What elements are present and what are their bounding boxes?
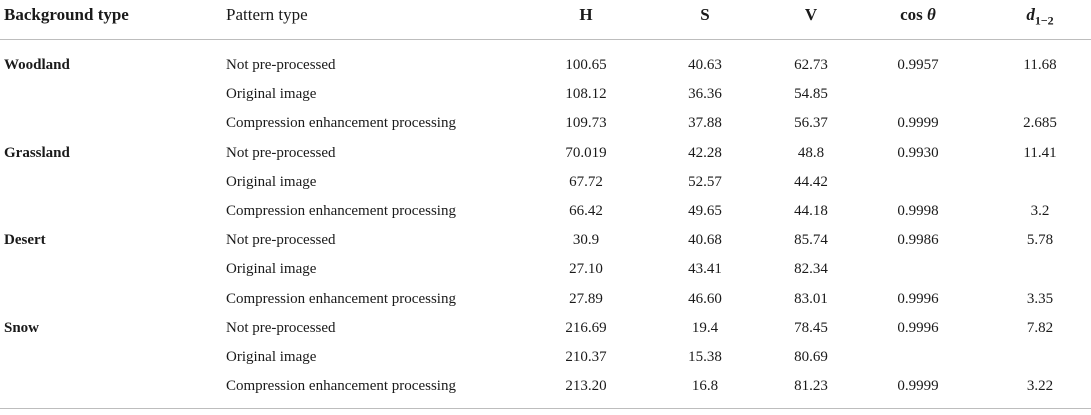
h-value-cell: 27.89 [569,291,603,307]
distance-cell: 3.35 [1026,291,1054,307]
header-h: H [579,5,593,24]
pattern-type-cell: Not pre-processed [226,320,336,336]
header-background-type: Background type [4,5,129,24]
background-type-cell: Desert [4,232,46,248]
header-cos-word: cos [900,5,923,24]
pattern-type-cell: Original image [226,261,317,277]
distance-cell: 5.78 [1026,232,1054,248]
s-value-cell: 36.36 [688,86,722,102]
distance-cell: 11.41 [1023,145,1057,161]
s-value-cell: 46.60 [688,291,722,307]
cos-theta-cell: 0.9998 [897,203,939,219]
cos-theta-cell: 0.9930 [897,145,939,161]
v-value-cell: 85.74 [794,232,828,248]
background-type-cell: Woodland [4,57,70,73]
h-value-cell: 30.9 [572,232,600,248]
pattern-type-cell: Original image [226,349,317,365]
h-value-cell: 216.69 [565,320,607,336]
h-value-cell: 66.42 [569,203,603,219]
pattern-type-cell: Not pre-processed [226,57,336,73]
background-type-cell: Grassland [4,145,70,161]
s-value-cell: 49.65 [688,203,722,219]
v-value-cell: 81.23 [794,378,828,394]
h-value-cell: 210.37 [565,349,607,365]
s-value-cell: 37.88 [688,115,722,131]
h-value-cell: 27.10 [569,261,603,277]
v-value-cell: 44.42 [794,174,828,190]
cos-theta-cell: 0.9996 [897,291,939,307]
pattern-type-cell: Compression enhancement processing [226,378,456,394]
table-bottom-rule [0,408,1091,409]
header-d-subscript: 1−2 [1034,13,1054,28]
h-value-cell: 100.65 [565,57,607,73]
pattern-type-cell: Original image [226,86,317,102]
header-d-symbol: d [1026,5,1035,24]
distance-cell: 7.82 [1026,320,1054,336]
cos-theta-cell: 0.9999 [897,378,939,394]
header-v: V [804,5,818,24]
v-value-cell: 44.18 [794,203,828,219]
h-value-cell: 70.019 [565,145,607,161]
cos-theta-cell: 0.9999 [897,115,939,131]
pattern-type-cell: Compression enhancement processing [226,203,456,219]
s-value-cell: 43.41 [688,261,722,277]
distance-cell: 3.2 [1030,203,1050,219]
s-value-cell: 40.63 [688,57,722,73]
pattern-type-cell: Original image [226,174,317,190]
pattern-type-cell: Not pre-processed [226,145,336,161]
cos-theta-cell: 0.9957 [897,57,939,73]
s-value-cell: 16.8 [691,378,719,394]
s-value-cell: 19.4 [691,320,719,336]
distance-cell: 3.22 [1026,378,1054,394]
pattern-type-cell: Not pre-processed [226,232,336,248]
s-value-cell: 52.57 [688,174,722,190]
v-value-cell: 80.69 [794,349,828,365]
h-value-cell: 67.72 [569,174,603,190]
v-value-cell: 83.01 [794,291,828,307]
v-value-cell: 62.73 [794,57,828,73]
v-value-cell: 78.45 [794,320,828,336]
h-value-cell: 108.12 [565,86,607,102]
header-pattern-type: Pattern type [226,5,308,24]
s-value-cell: 42.28 [688,145,722,161]
v-value-cell: 82.34 [794,261,828,277]
cos-theta-cell: 0.9996 [897,320,939,336]
h-value-cell: 213.20 [565,378,607,394]
h-value-cell: 109.73 [565,115,607,131]
pattern-type-cell: Compression enhancement processing [226,115,456,131]
background-type-cell: Snow [4,320,40,336]
header-distance: d1−2 [1026,4,1053,31]
cos-theta-cell: 0.9986 [897,232,939,248]
distance-cell: 2.685 [1023,115,1057,131]
v-value-cell: 56.37 [794,115,828,131]
distance-cell: 11.68 [1023,57,1057,73]
s-value-cell: 15.38 [688,349,722,365]
v-value-cell: 48.8 [797,145,825,161]
header-theta: θ [927,5,936,24]
header-cos-theta: cos θ [900,4,936,26]
pattern-type-cell: Compression enhancement processing [226,291,456,307]
header-s: S [700,5,710,24]
v-value-cell: 54.85 [794,86,828,102]
s-value-cell: 40.68 [688,232,722,248]
header-divider [0,39,1091,40]
